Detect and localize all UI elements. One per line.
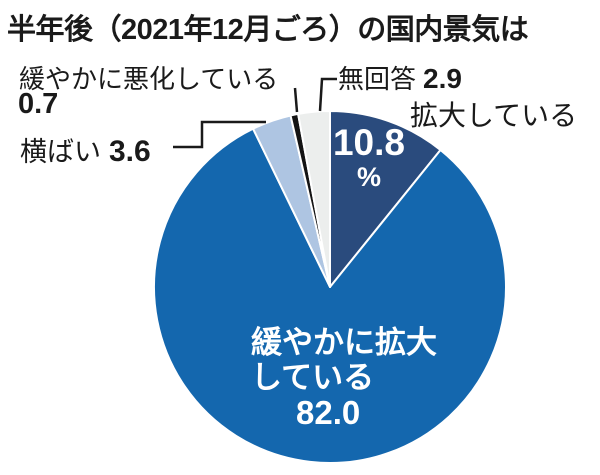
pie-label-expanding-gradually-line1: 緩やかに拡大: [251, 325, 437, 360]
callout-no-answer: 無回答 2.9: [338, 59, 462, 96]
pie-slice-expanding: [329, 110, 442, 288]
callout-no-answer-value: 2.9: [423, 63, 462, 94]
callout-expanding-label: 拡大している: [410, 100, 578, 131]
connector-flat: [173, 120, 266, 149]
pie-label-expanding-gradually: 緩やかに拡大 している 82.0: [251, 325, 437, 431]
pie-label-expanding-gradually-value: 82.0: [296, 394, 361, 431]
callout-flat: 横ばい 3.6: [20, 130, 151, 169]
pie-label-expanding-unit: %: [356, 162, 381, 192]
callout-flat-label: 横ばい: [20, 137, 101, 167]
pie-chart: [152, 109, 507, 464]
callout-flat-value: 3.6: [109, 135, 151, 168]
pie-slice-expanding-gradually: [152, 127, 507, 464]
connector-no-answer: [318, 77, 337, 112]
pie-label-expanding-value: 10.8: [332, 122, 405, 163]
callout-no-answer-label: 無回答: [338, 64, 417, 94]
callout-worsening-label: 緩やかに悪化している: [19, 64, 279, 94]
pie-label-expanding-gradually-line2: している: [251, 360, 375, 395]
pie-slice-no-answer: [297, 109, 331, 288]
callout-worsening-value: 0.7: [18, 88, 59, 120]
chart-title: 半年後（2021年12月ごろ）の国内景気は: [7, 14, 529, 46]
connector-worsening: [293, 87, 299, 113]
pie-label-expanding: 10.8 %: [325, 122, 413, 192]
